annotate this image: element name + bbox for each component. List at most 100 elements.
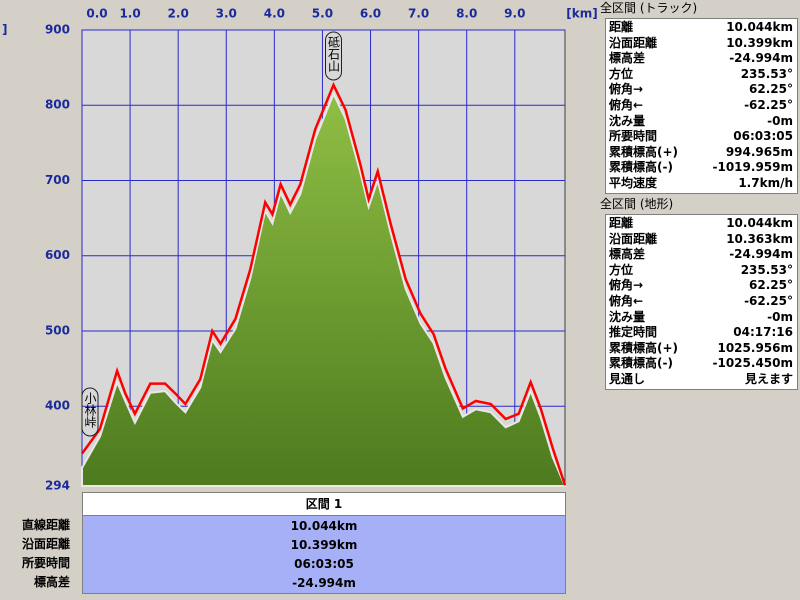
panel-row: 方位 235.53° [606, 67, 797, 82]
panel-label: 累積標高(+) [609, 144, 679, 159]
section-label: 所要時間 [21, 556, 70, 570]
panel-label: 俯角← [609, 98, 644, 112]
panel-value: 10.044km [726, 20, 793, 34]
panel-value: 235.53° [740, 262, 793, 277]
section-value: 06:03:05 [294, 557, 354, 571]
profile-chart: 0.0 1.0 2.0 3.0 4.0 5.0 6.0 7.0 8.0 9.0 [km] 294 400… [2, 7, 598, 493]
section-table: 区間 1 10.044km 10.399km 06:03:05 -24.994m [82, 492, 566, 594]
panel-row: 沈み量 -0m [606, 114, 797, 129]
annotation-frame [325, 31, 343, 81]
panel-label: 沈み量 [609, 113, 646, 128]
panel-row: 所要時間 06:03:05 [606, 129, 797, 144]
panel-box: 距離 10.044km 沿面距離 10.399km 標高差 -24.994m 方位 235.5… [605, 18, 798, 194]
panel-value: 62.25° [749, 82, 793, 97]
annotation: 砥石山 [327, 36, 341, 72]
y-tick-label: 294 [45, 479, 70, 493]
panel-value: -24.994m [729, 51, 793, 66]
panel-label: 標高差 [609, 247, 646, 262]
panel-row: 累積標高(-) -1025.450m [606, 356, 797, 371]
panel-title: 全区間 (トラック) [600, 1, 698, 15]
track-line [80, 81, 567, 486]
panel-row: 推定時間 04:17:16 [606, 325, 797, 340]
y-unit: ] [2, 23, 7, 37]
panel-title: 全区間 (地形) [600, 197, 674, 211]
panel-value: -1025.450m [712, 356, 794, 371]
panel-label: 累積標高(+) [609, 340, 679, 355]
panel-label: 沈み量 [609, 309, 646, 324]
panel-label: 沿面距離 [609, 231, 658, 246]
annotation: 小林峠 [83, 392, 97, 428]
panel-label: 方位 [609, 66, 634, 81]
x-tick-label: 9.0 [504, 7, 525, 21]
panel-label: 所要時間 [609, 129, 658, 144]
panel-label: 俯角→ [609, 82, 644, 97]
x-tick-label: 1.0 [119, 7, 140, 21]
panel-row: 累積標高(+) 1025.956m [606, 341, 797, 356]
panel-label: 見通し [609, 372, 646, 386]
panel-label: 距離 [609, 20, 634, 34]
panel-row: 沿面距離 10.399km [606, 36, 797, 51]
panel-row: 標高差 -24.994m [606, 247, 797, 262]
section-label: 直線距離 [21, 518, 70, 532]
x-tick-label: 0.0 [86, 7, 107, 21]
panel-row: 俯角→ 62.25° [606, 82, 797, 97]
section-title: 区間 1 [83, 493, 565, 516]
panel-value: 06:03:05 [733, 129, 793, 144]
panel-value: 1.7km/h [738, 176, 793, 190]
panel-row: 俯角→ 62.25° [606, 278, 797, 293]
panel-label: 距離 [609, 216, 634, 230]
panel-label: 俯角→ [609, 278, 644, 293]
panel-value: -0m [767, 309, 793, 324]
panel-row: 沿面距離 10.363km [606, 232, 797, 247]
section-value: 10.044km [290, 519, 358, 533]
x-tick-label: 2.0 [168, 7, 189, 21]
x-tick-label: 8.0 [456, 7, 477, 21]
panel-row: 方位 235.53° [606, 263, 797, 278]
panel-value: 994.965m [725, 144, 793, 159]
panel-value: 見えます [744, 372, 793, 386]
panel-value: 1025.956m [717, 340, 793, 355]
panel-value: -0m [767, 113, 793, 128]
panel-value: -62.25° [744, 294, 793, 308]
panel-label: 標高差 [609, 51, 646, 66]
panel-row: 累積標高(-) -1019.959m [606, 160, 797, 175]
x-tick-label: 7.0 [408, 7, 429, 21]
y-tick-label: 600 [45, 248, 70, 262]
panel-value: 10.044km [726, 216, 793, 230]
panel-row: 見通し 見えます [606, 372, 797, 387]
panel-box: 距離 10.044km 沿面距離 10.363km 標高差 -24.994m 方位 235.5… [605, 214, 798, 390]
y-tick-label: 400 [45, 399, 70, 413]
panel-label: 累積標高(-) [609, 160, 673, 175]
x-tick-label: 5.0 [312, 7, 333, 21]
y-tick-label: 700 [45, 173, 70, 187]
panel-label: 方位 [609, 262, 634, 277]
panel-row: 平均速度 1.7km/h [606, 176, 797, 191]
panel-label: 平均速度 [609, 176, 658, 190]
y-tick-label: 500 [45, 323, 70, 337]
panel-row: 距離 10.044km [606, 20, 797, 35]
panel-value: 62.25° [749, 278, 793, 293]
panel-label: 俯角← [609, 294, 644, 308]
panel-value: -62.25° [744, 98, 793, 112]
panel-label: 推定時間 [609, 325, 658, 340]
section-value: 10.399km [290, 538, 358, 552]
panel-value: 235.53° [740, 66, 793, 81]
panel-label: 沿面距離 [609, 35, 658, 50]
panel-value: 04:17:16 [733, 325, 793, 340]
panel-row: 距離 10.044km [606, 216, 797, 231]
section-label: 沿面距離 [21, 537, 70, 551]
x-tick-label: 4.0 [264, 7, 285, 21]
panel-value: -1019.959m [712, 160, 794, 175]
y-tick-label: 800 [45, 98, 70, 112]
panel-row: 俯角← -62.25° [606, 98, 797, 113]
terrain-area [81, 91, 567, 487]
panel-value: 10.363km [726, 231, 793, 246]
section-label: 標高差 [33, 575, 70, 589]
panel-row: 俯角← -62.25° [606, 294, 797, 309]
y-tick-label: 900 [45, 23, 70, 37]
x-unit: [km] [566, 7, 597, 21]
x-tick-label: 6.0 [360, 7, 381, 21]
panel-row: 標高差 -24.994m [606, 51, 797, 66]
